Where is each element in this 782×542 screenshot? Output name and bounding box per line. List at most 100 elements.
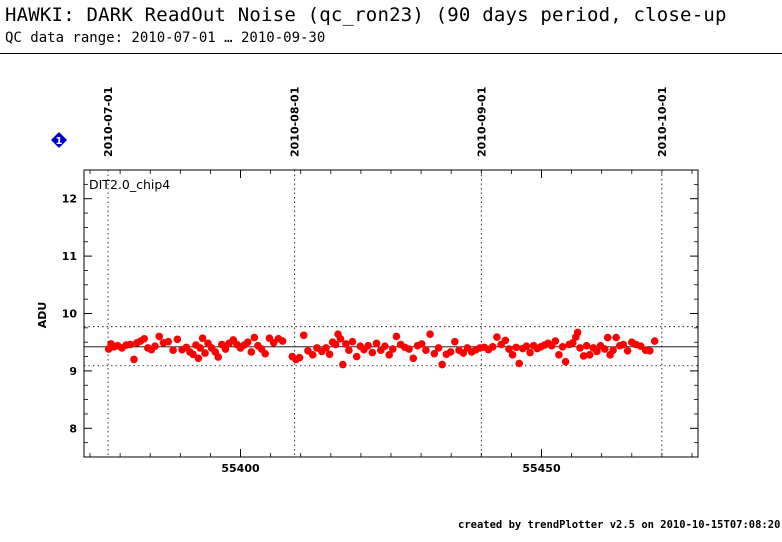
plot-frame bbox=[83, 169, 699, 458]
data-point-60 bbox=[331, 340, 340, 349]
data-point-145 bbox=[650, 337, 659, 345]
data-point-74 bbox=[381, 342, 389, 351]
data-point-80 bbox=[405, 345, 413, 353]
data-point-75 bbox=[385, 351, 393, 359]
data-point-83 bbox=[417, 340, 426, 348]
data-point-67 bbox=[352, 352, 361, 361]
data-point-77 bbox=[392, 332, 401, 341]
data-point-22 bbox=[189, 350, 197, 359]
data-point-126 bbox=[579, 352, 588, 360]
date-marker-label-2: 2010-09-01 bbox=[475, 87, 488, 157]
data-point-7 bbox=[130, 355, 138, 364]
data-point-130 bbox=[593, 347, 601, 356]
data-point-119 bbox=[558, 342, 567, 351]
info-marker-label: 1 bbox=[56, 136, 63, 147]
data-point-107 bbox=[515, 359, 524, 368]
data-point-27 bbox=[201, 349, 209, 357]
data-point-144 bbox=[646, 347, 654, 355]
data-point-57 bbox=[322, 344, 330, 352]
data-point-72 bbox=[372, 339, 381, 348]
y-tick-label-3: 11 bbox=[62, 250, 77, 263]
data-points bbox=[104, 328, 659, 369]
page-title: HAWKI: DARK ReadOut Noise (qc_ron23) (90… bbox=[5, 4, 727, 26]
credit-line: created by trendPlotter v2.5 on 2010-10-… bbox=[458, 519, 781, 531]
data-point-76 bbox=[389, 345, 397, 353]
data-point-106 bbox=[512, 343, 521, 352]
data-point-31 bbox=[214, 353, 223, 361]
data-point-118 bbox=[555, 351, 563, 359]
data-point-103 bbox=[501, 336, 510, 345]
date-marker-label-0: 2010-07-01 bbox=[102, 87, 115, 157]
plot-axes: 8 9 10 11 12 55400 55450 bbox=[62, 169, 699, 475]
x-tick-label-1: 55450 bbox=[522, 462, 561, 475]
data-point-6 bbox=[126, 340, 135, 349]
data-point-52 bbox=[299, 331, 308, 340]
data-point-14 bbox=[155, 332, 164, 341]
data-point-135 bbox=[609, 346, 617, 355]
data-point-124 bbox=[573, 328, 582, 337]
data-point-117 bbox=[551, 337, 560, 345]
data-point-39 bbox=[243, 338, 252, 347]
date-marker-label-3: 2010-10-01 bbox=[656, 87, 669, 157]
data-point-93 bbox=[459, 349, 468, 357]
data-point-48 bbox=[278, 337, 287, 345]
data-point-100 bbox=[488, 342, 497, 351]
data-point-13 bbox=[151, 342, 159, 351]
data-point-62 bbox=[336, 334, 345, 343]
data-point-33 bbox=[221, 345, 230, 353]
panel-label: DIT2.0_chip4 bbox=[89, 177, 170, 192]
data-point-81 bbox=[409, 354, 418, 363]
data-point-86 bbox=[430, 349, 439, 358]
header-divider bbox=[0, 53, 782, 54]
data-point-122 bbox=[568, 338, 577, 347]
data-point-58 bbox=[325, 350, 334, 359]
data-point-41 bbox=[250, 333, 259, 342]
data-point-105 bbox=[508, 351, 517, 359]
data-point-18 bbox=[173, 335, 182, 344]
data-point-51 bbox=[295, 353, 304, 362]
data-point-120 bbox=[561, 357, 570, 366]
y-axis-label: ADU bbox=[36, 302, 49, 329]
date-marker-label-1: 2010-08-01 bbox=[289, 87, 302, 157]
y-tick-label-4: 12 bbox=[62, 193, 77, 206]
data-point-10 bbox=[140, 334, 148, 343]
data-point-40 bbox=[247, 348, 256, 356]
data-point-65 bbox=[345, 346, 353, 355]
data-point-133 bbox=[603, 333, 612, 342]
data-point-136 bbox=[612, 333, 620, 342]
data-point-132 bbox=[600, 345, 609, 353]
y-tick-label-2: 10 bbox=[62, 308, 78, 321]
data-point-71 bbox=[368, 348, 377, 357]
data-point-110 bbox=[526, 348, 534, 357]
data-point-101 bbox=[493, 333, 501, 341]
data-point-54 bbox=[308, 351, 317, 359]
data-point-109 bbox=[522, 342, 531, 351]
data-point-127 bbox=[582, 341, 591, 350]
data-point-70 bbox=[364, 341, 372, 350]
date-markers: 2010-07-01 2010-08-01 2010-09-01 2010-10-01 bbox=[102, 87, 669, 457]
data-point-84 bbox=[422, 346, 430, 355]
data-point-104 bbox=[505, 345, 513, 353]
data-point-90 bbox=[446, 348, 455, 356]
data-point-24 bbox=[194, 354, 203, 363]
data-point-17 bbox=[169, 346, 177, 355]
x-tick-label-0: 55400 bbox=[221, 462, 260, 475]
data-point-44 bbox=[261, 349, 269, 358]
data-point-138 bbox=[619, 340, 628, 349]
data-point-91 bbox=[451, 337, 459, 346]
data-point-63 bbox=[339, 360, 347, 369]
data-point-26 bbox=[198, 334, 207, 342]
page-subtitle: QC data range: 2010-07-01 … 2010-09-30 bbox=[5, 30, 326, 46]
data-point-128 bbox=[585, 351, 594, 359]
y-tick-label-0: 8 bbox=[69, 422, 77, 435]
data-point-139 bbox=[623, 347, 632, 355]
data-point-87 bbox=[434, 344, 443, 352]
data-point-25 bbox=[196, 344, 204, 352]
data-point-88 bbox=[438, 360, 446, 369]
y-tick-label-1: 9 bbox=[69, 365, 77, 378]
data-point-85 bbox=[426, 330, 434, 338]
data-point-64 bbox=[342, 340, 350, 348]
diamond-1-icon[interactable]: 1 bbox=[51, 132, 67, 148]
data-point-16 bbox=[164, 337, 173, 346]
